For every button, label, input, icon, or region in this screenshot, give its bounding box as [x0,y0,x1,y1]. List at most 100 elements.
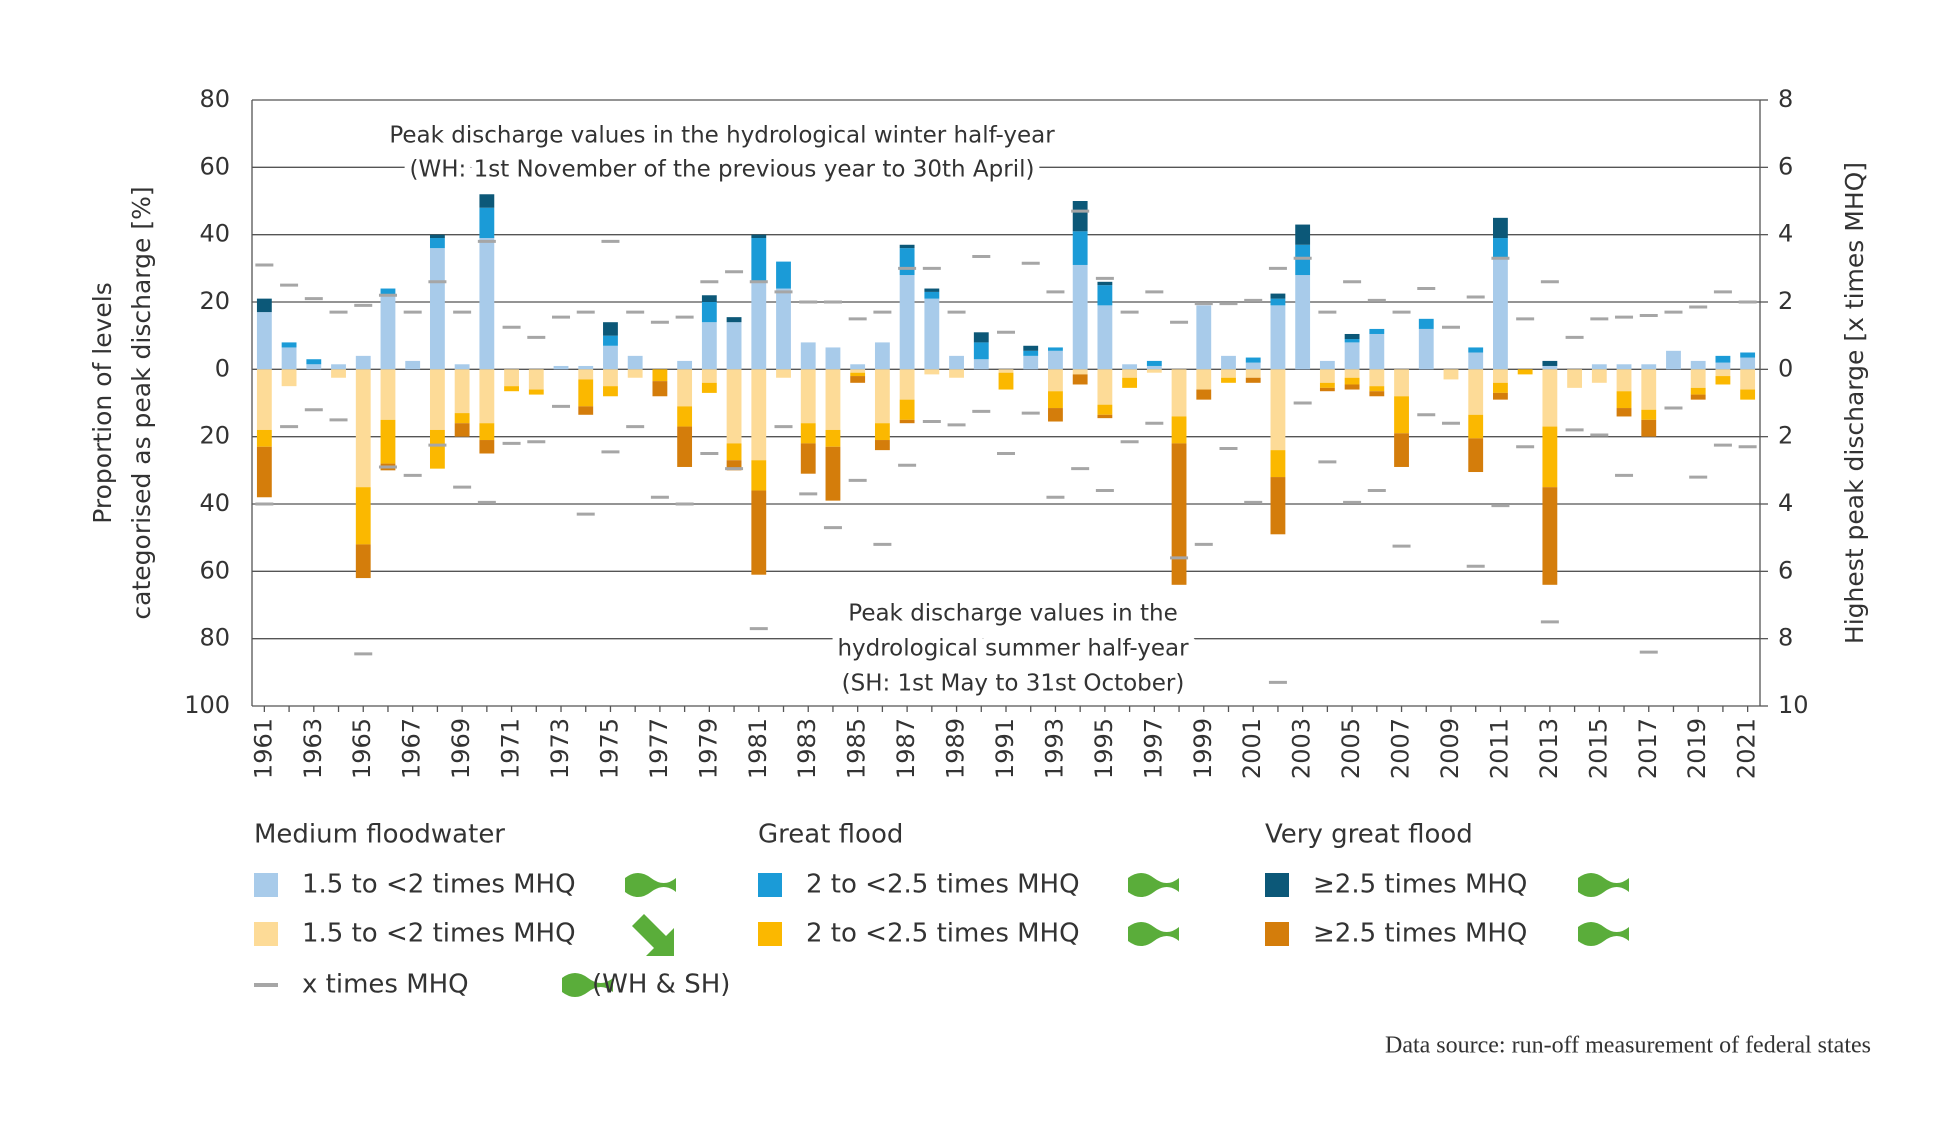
bar [1122,377,1138,388]
bar [256,429,272,447]
bar [1072,201,1088,232]
bar [899,244,915,249]
bar [726,460,742,471]
bar [355,544,371,579]
bar [1394,369,1409,397]
bar [677,406,693,427]
bar [380,419,396,464]
bar [751,460,767,491]
bar [429,248,445,370]
bar [603,322,618,336]
bar [479,238,495,370]
bar [281,347,297,370]
bar [1097,285,1113,306]
bar [454,369,470,414]
legend-heading: Medium floodwater [254,820,505,850]
bar [973,359,989,370]
bar [874,440,890,451]
bar [1715,369,1731,377]
y2-tick-label: 8 [1778,624,1793,652]
bar [1616,369,1632,392]
x-tick-label: 1977 [645,718,673,779]
bar [1319,387,1335,392]
bar [1097,369,1113,405]
bar [677,369,693,407]
bar [1196,369,1212,390]
legend-swatch [758,922,782,946]
bar [1245,357,1261,363]
bar [1146,365,1162,370]
bar [973,332,989,343]
bar [331,369,346,378]
legend-label: x times MHQ [302,970,469,1000]
trend-icon [1128,873,1179,897]
bar [1542,360,1558,366]
bar [1097,404,1113,415]
legend-heading: Very great flood [1265,820,1473,850]
bar [504,386,519,392]
legend-label: ≥2.5 times MHQ [1313,919,1527,949]
legend-label: 2 to <2.5 times MHQ [806,870,1080,900]
legend-label: 2 to <2.5 times MHQ [806,919,1080,949]
legend-heading: Great flood [758,820,903,850]
bar [1245,369,1261,378]
bar [1740,357,1756,370]
bar [751,369,767,461]
y2-tick-label: 2 [1778,287,1793,315]
legend-swatch [758,873,782,897]
legend-swatch [1265,922,1289,946]
bar [1270,369,1286,451]
bar [553,365,569,370]
bar [1740,352,1756,358]
bar [726,443,742,461]
bar [1097,281,1113,286]
bar [850,369,866,373]
bar [256,446,272,498]
bar [850,372,866,377]
bar [1542,365,1558,370]
y-tick-label: 60 [199,152,230,180]
bar [479,207,495,239]
bar [1616,391,1632,409]
bar [949,355,964,370]
bar [1493,258,1508,370]
bar [949,369,964,378]
bar [1616,408,1632,417]
bar [1616,364,1632,370]
bar [1567,369,1583,388]
bar [1270,450,1286,478]
bar [1641,419,1657,437]
bar [603,345,618,370]
bar [652,369,668,382]
bar [1171,416,1187,444]
y-tick-label: 40 [199,489,230,517]
bar [1641,369,1657,410]
bar [751,234,767,239]
x-tick-label: 1995 [1090,718,1118,779]
bar [652,381,668,397]
x-tick-label: 1975 [595,718,623,779]
bar [1023,345,1039,351]
trend-icon [1578,922,1629,946]
y2-tick-label: 10 [1778,691,1809,719]
bar [429,234,445,239]
bar [726,322,742,370]
y2-tick-label: 2 [1778,422,1793,450]
bar [1641,364,1657,370]
bar [899,369,915,400]
bar [1468,414,1484,439]
bar [479,194,495,208]
bar [281,342,297,348]
bar [1369,386,1385,392]
bar [454,413,470,424]
bar [1690,394,1706,400]
bar [1245,362,1261,370]
bar [1270,293,1286,299]
bar [776,369,791,378]
y2-tick-label: 8 [1778,85,1793,113]
bar [1344,333,1360,340]
bar [677,426,693,467]
bar [998,369,1014,373]
bar [1715,355,1731,363]
legend-swatch [1265,873,1289,897]
